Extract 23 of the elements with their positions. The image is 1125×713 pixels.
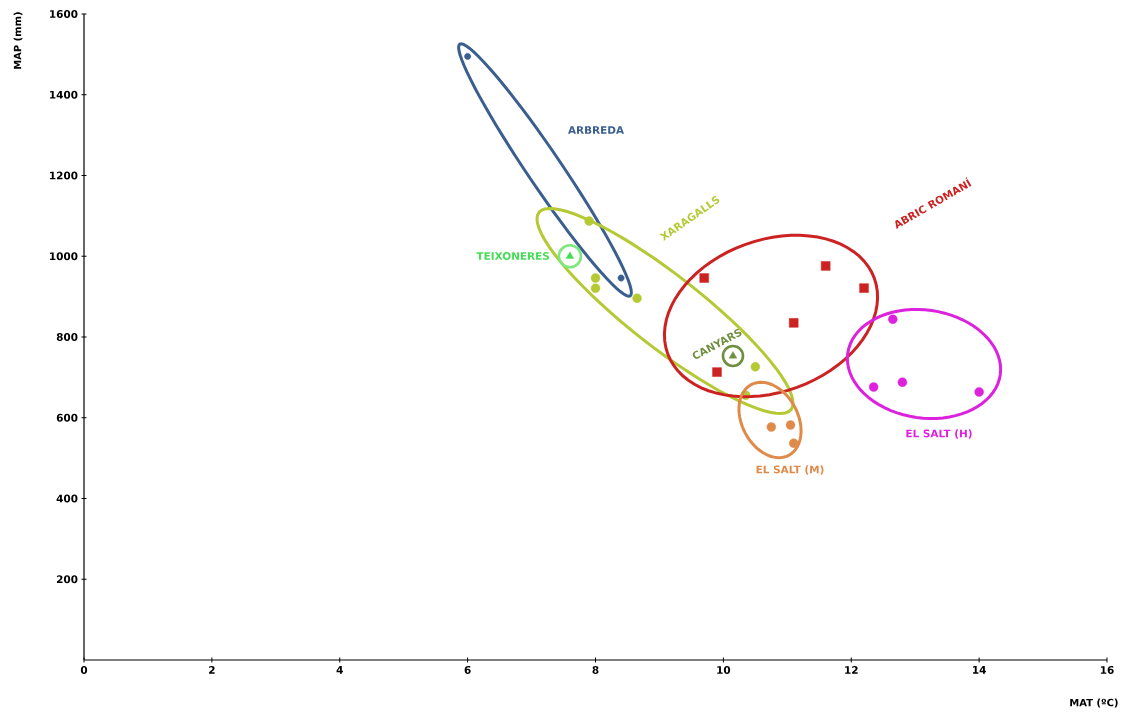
- x-tick-label: 6: [464, 666, 471, 674]
- x-tick-label: 8: [592, 666, 599, 674]
- x-tick-label: 14: [973, 666, 986, 674]
- x-tick-label: 12: [845, 666, 858, 674]
- y-tick-label: 1400: [50, 90, 78, 99]
- y-tick-label: 400: [56, 494, 78, 503]
- x-tick-label: 2: [209, 666, 215, 674]
- text: EL SALT (M): [756, 465, 824, 475]
- y-tick-label: 200: [56, 575, 78, 584]
- x-tick-label: 0: [80, 666, 88, 674]
- x-axis-title: MAT (ºC): [1070, 698, 1118, 708]
- x-tick-label: 16: [1100, 666, 1114, 674]
- y-tick-label: 800: [56, 333, 78, 341]
- text: EL SALT (H): [906, 429, 972, 439]
- x-tick-label: 10: [717, 666, 731, 674]
- y-tick-label: 1000: [50, 252, 78, 261]
- text: ARBREDA: [568, 126, 624, 134]
- x-tick-label: 4: [336, 666, 343, 674]
- y-tick-label: 1200: [50, 171, 78, 180]
- y-tick-label: 600: [56, 413, 78, 422]
- series-label: TEIXONERES: [476, 252, 550, 260]
- y-axis-title: MAP (mm): [13, 12, 23, 69]
- y-tick-label: 1600: [50, 10, 78, 18]
